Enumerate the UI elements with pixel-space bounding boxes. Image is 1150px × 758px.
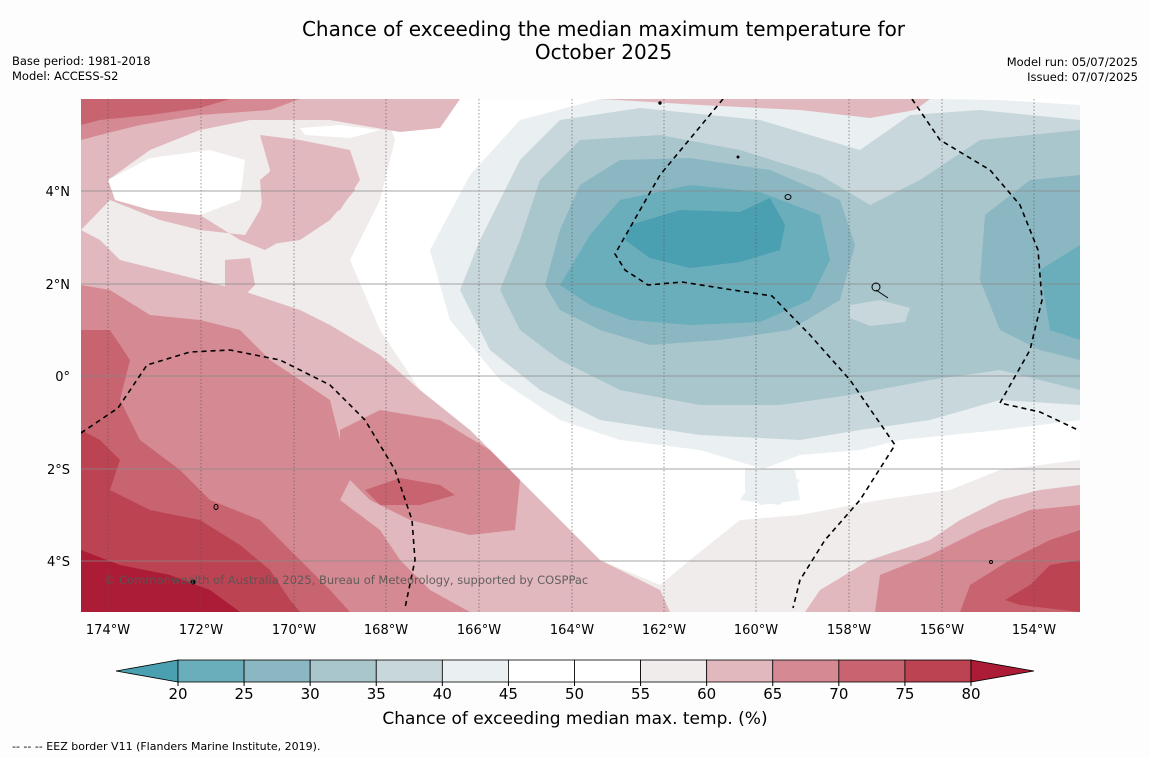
colorbar-tick-label: 35 (367, 685, 386, 703)
x-tick-label: 172°W (179, 623, 223, 638)
x-tick-label: 174°W (86, 623, 130, 638)
y-tick-labels: 4°N 2°N 0° 2°S 4°S (46, 185, 71, 570)
x-tick-label: 170°W (272, 623, 316, 638)
latitude-lines (81, 190, 1080, 562)
colorbar-segment (177, 659, 245, 683)
title-line-2: October 2025 (534, 40, 673, 64)
colorbar-tick-label: 60 (697, 685, 716, 703)
eez-footnote: -- -- -- EEZ border V11 (Flanders Marine… (12, 740, 321, 753)
colorbar-max-extension (970, 659, 1035, 683)
x-tick-label: 164°W (550, 623, 594, 638)
issued-text: Issued: 07/07/2025 (1027, 70, 1138, 84)
x-tick-label: 154°W (1012, 623, 1056, 638)
colorbar-segment (706, 659, 774, 683)
x-tick-label: 158°W (827, 623, 871, 638)
colorbar-segment (640, 659, 708, 683)
colorbar-segment (904, 659, 972, 683)
contour-60-65 (225, 258, 255, 300)
y-tick-label: 0° (55, 370, 70, 385)
colorbar-segment (375, 659, 443, 683)
y-tick-label: 2°S (47, 463, 70, 478)
map-title: Chance of exceeding the median maximum t… (0, 18, 1150, 64)
islands (190, 101, 993, 585)
copyright-text: © Commonwealth of Australia 2025, Bureau… (104, 573, 588, 587)
model-text: Model: ACCESS-S2 (12, 69, 119, 83)
colorbar-segment (838, 659, 906, 683)
colorbar-tick-label: 45 (499, 685, 518, 703)
colorbar-tick-label: 25 (235, 685, 254, 703)
colorbar-tick-label: 30 (301, 685, 320, 703)
contour-75-80 (1005, 560, 1080, 612)
contour-45-55 (300, 125, 380, 138)
colorbar-tick-label: 80 (961, 685, 980, 703)
contour-40-45 (745, 468, 800, 505)
contour-70-75 (365, 478, 455, 505)
colorbar-min-extension (115, 659, 179, 683)
base-period-text: Base period: 1981-2018 (12, 54, 151, 68)
colorbar-tick-label: 70 (829, 685, 848, 703)
model-run-text: Model run: 05/07/2025 (1006, 55, 1138, 69)
colorbar-segment (309, 659, 377, 683)
contour-35-40 (850, 300, 910, 326)
meta-right: Model run: 05/07/2025 Issued: 07/07/2025 (1007, 55, 1138, 85)
colorbar-segment (243, 659, 311, 683)
x-tick-label: 166°W (457, 623, 501, 638)
y-tick-label: 4°S (47, 555, 70, 570)
y-tick-label: 4°N (46, 185, 71, 200)
contour-below-20 (625, 198, 785, 268)
colorbar-segment (441, 659, 509, 683)
contour-45-55 (108, 150, 245, 215)
x-tick-label: 156°W (920, 623, 964, 638)
colorbar-segment (772, 659, 840, 683)
contour-60-65 (600, 99, 930, 118)
x-tick-labels: 174°W 172°W 170°W 168°W 166°W 164°W 162°… (86, 623, 1056, 638)
title-line-1: Chance of exceeding the median maximum t… (301, 17, 906, 41)
colorbar-tick-label: 75 (895, 685, 914, 703)
contour-75-80 (81, 430, 300, 612)
x-tick-label: 162°W (642, 623, 686, 638)
contour-20-25 (1040, 245, 1080, 340)
colorbar-segment (574, 659, 641, 683)
contour-above-80 (81, 550, 240, 612)
colorbar-label: Chance of exceeding median max. temp. (%… (382, 709, 768, 729)
colorbar-tick-label: 55 (631, 685, 650, 703)
x-tick-label: 168°W (364, 623, 408, 638)
colorbar: 20 25 30 35 40 45 50 55 60 65 70 75 80 (115, 659, 1035, 703)
colorbar-tick-label: 50 (565, 685, 584, 703)
y-tick-label: 2°N (46, 278, 71, 293)
eez-border (81, 99, 1079, 609)
colorbar-tick-label: 20 (168, 685, 187, 703)
colorbar-tick-label: 65 (763, 685, 782, 703)
meta-left: Base period: 1981-2018 Model: ACCESS-S2 (12, 54, 151, 84)
graticule (107, 99, 1035, 612)
map-plot-area: © Commonwealth of Australia 2025, Bureau… (81, 99, 1080, 612)
colorbar-tick-label: 40 (433, 685, 452, 703)
x-tick-label: 160°W (734, 623, 778, 638)
contour-60-65 (260, 155, 355, 245)
colorbar-segment (508, 659, 575, 683)
contour-70-75 (81, 99, 230, 125)
